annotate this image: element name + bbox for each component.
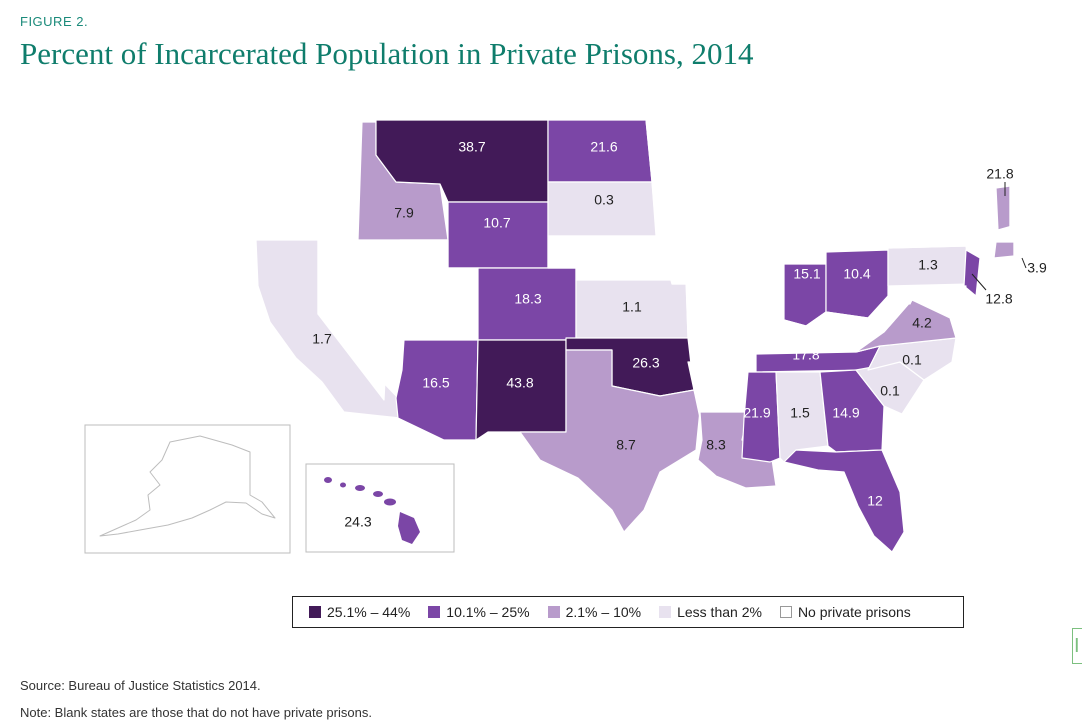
legend-item-none: No private prisons (779, 604, 911, 620)
state-TX[interactable] (519, 349, 701, 533)
legend-swatch-less-than-2 (659, 606, 672, 618)
state-WV[interactable] (867, 295, 913, 333)
state-MN[interactable] (645, 119, 721, 231)
value-label-NJ: 12.8 (985, 291, 1012, 307)
map-legend: 25.1% – 44% 10.1% – 25% 2.1% – 10% Less … (292, 596, 964, 628)
state-AK[interactable] (99, 435, 276, 537)
state-ME[interactable] (1019, 145, 1082, 223)
legend-label-less-than-2: Less than 2% (677, 604, 762, 620)
value-label-TN: 17.8 (792, 347, 819, 363)
value-label-IN: 15.1 (793, 266, 820, 282)
value-label-MT: 38.7 (458, 139, 485, 155)
map-title: Percent of Incarcerated Population in Pr… (20, 36, 754, 71)
value-label-PA: 1.3 (918, 257, 938, 273)
legend-swatch-2-10 (547, 606, 560, 618)
legend-swatch-25-44 (309, 606, 321, 618)
state-VT[interactable] (995, 185, 1011, 231)
value-label-WY: 10.7 (483, 215, 510, 231)
state-RI[interactable] (1013, 241, 1025, 257)
blank-states-note: Note: Blank states are those that do not… (20, 705, 372, 720)
legend-item-2-10: 2.1% – 10% (547, 604, 642, 620)
value-label-VT: 21.8 (986, 166, 1013, 182)
value-label-CO: 18.3 (514, 291, 541, 307)
legend-item-25-44: 25.1% – 44% (309, 604, 410, 620)
value-label-CA: 1.7 (312, 331, 332, 347)
value-label-HI: 24.3 (344, 514, 371, 530)
value-label-AL: 1.5 (790, 405, 810, 421)
value-label-CT: 3.9 (1027, 260, 1047, 276)
value-label-NM: 43.8 (506, 375, 533, 391)
state-MA[interactable] (997, 221, 1047, 243)
state-MI[interactable] (719, 151, 827, 265)
value-label-TX: 8.7 (616, 437, 636, 453)
legend-label-10-25: 10.1% – 25% (446, 604, 530, 620)
nj-leader-line (971, 273, 987, 291)
figure-label: FIGURE 2. (20, 14, 89, 29)
legend-item-10-25: 10.1% – 25% (428, 604, 530, 620)
value-label-AZ: 16.5 (422, 375, 449, 391)
value-label-LA: 8.3 (706, 437, 726, 453)
legend-label-25-44: 25.1% – 44% (327, 604, 411, 620)
state-WY[interactable] (447, 201, 549, 269)
legend-swatch-10-25 (428, 606, 441, 618)
state-OR[interactable] (255, 159, 363, 241)
value-label-KS: 1.1 (622, 299, 642, 315)
side-edge-mark: I (1072, 628, 1082, 664)
value-label-OH: 10.4 (843, 266, 870, 282)
value-label-OK: 26.3 (632, 355, 659, 371)
legend-swatch-none (779, 606, 792, 618)
state-NY[interactable] (887, 195, 1001, 257)
state-FL[interactable] (783, 449, 905, 553)
us-choropleth-map: 38.7 21.6 0.3 7.9 10.7 18.3 1.1 1.7 16.5… (84, 119, 1082, 554)
state-IA[interactable] (655, 229, 741, 285)
state-HI[interactable] (324, 477, 420, 544)
value-label-SD: 0.3 (594, 192, 614, 208)
legend-item-less-than-2: Less than 2% (659, 604, 762, 620)
source-note: Source: Bureau of Justice Statistics 201… (20, 678, 261, 693)
value-label-MS: 21.9 (743, 405, 770, 421)
ct-leader-line (1021, 257, 1027, 269)
value-label-ND: 21.6 (590, 139, 617, 155)
state-MD[interactable] (911, 285, 967, 311)
value-label-VA: 4.2 (912, 315, 932, 331)
value-label-ID: 7.9 (394, 205, 414, 221)
value-label-FL: 12 (867, 493, 883, 509)
value-label-SC: 0.1 (880, 383, 900, 399)
state-NJ[interactable] (963, 249, 981, 297)
value-label-GA: 14.9 (832, 405, 859, 421)
state-SD[interactable] (547, 181, 657, 237)
value-label-NC: 0.1 (902, 352, 922, 368)
legend-label-none: No private prisons (797, 604, 911, 620)
legend-label-2-10: 2.1% – 10% (565, 604, 642, 620)
state-CT[interactable] (993, 241, 1015, 259)
